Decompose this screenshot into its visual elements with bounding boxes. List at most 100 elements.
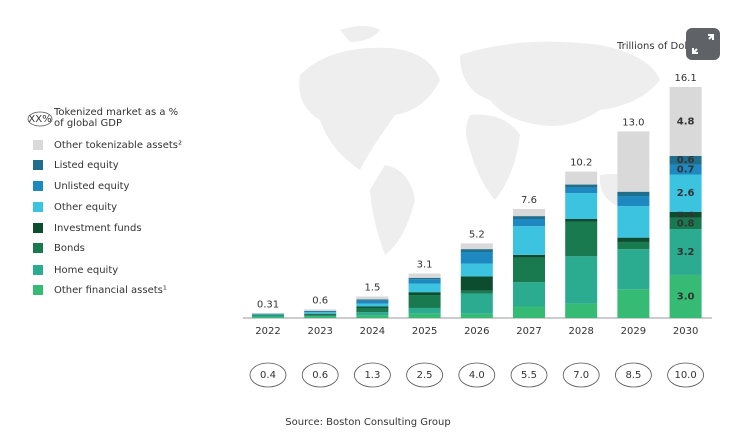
expand-button-bg[interactable] [686,28,720,60]
bar-segment [565,256,598,304]
bar-segment [513,216,545,219]
segment-label: 4.8 [677,116,695,127]
bar-segment [408,292,441,296]
gdp-legend-label: Tokenized market as a % of global GDP [54,107,179,129]
gdp-label: 4.0 [469,370,485,381]
segment-label: 0.6 [677,155,695,166]
bar-segment [356,296,389,300]
source: Source: Boston Consulting Group [285,417,450,428]
bar-segment [252,315,284,317]
bar-segment [513,226,545,255]
bar-segment [565,221,598,257]
legend-swatch [33,243,43,253]
legend-label: Other equity [54,202,117,213]
bar-segment [356,303,389,307]
expand-icon[interactable] [692,34,714,54]
gdp-oval [615,362,652,388]
total-label: 3.1 [417,260,433,271]
bar-segment [252,316,284,318]
legend-label: Listed equity [54,160,119,171]
bar-segment [356,312,389,316]
total-label: 0.31 [257,300,279,311]
bar-segment [304,310,337,312]
bar-segment [669,229,702,275]
total-label: 7.6 [521,195,537,206]
bar-segment [617,249,650,290]
legend-label: Home equity [54,265,118,276]
bar-segment [513,218,545,227]
bar-segment [565,184,598,188]
gdp-label: 8.5 [625,370,641,381]
bar-segment [304,314,337,316]
bar-segment [617,237,650,242]
bar-segment [565,193,598,219]
x-tick-label: 2030 [673,326,698,337]
legend-swatch [33,181,43,191]
bar-segment [304,311,337,313]
bar-segment [460,293,493,314]
gdp-label: 1.3 [364,370,380,381]
bar-segment [460,251,493,264]
bar-segment [513,257,545,283]
legend-swatch [33,223,43,233]
x-tick-label: 2027 [516,326,541,337]
bar-segment [617,241,650,250]
bar-segment [356,315,389,318]
legend-swatch [33,202,43,212]
legend-swatch [33,265,43,275]
legend-label: Other tokenizable assets² [54,140,182,151]
bar-segment [565,171,598,185]
gdp-oval [458,362,496,388]
bar-segment [669,217,702,230]
bar-segment [565,187,598,194]
total-label: 16.1 [674,73,696,84]
legend-label: Bonds [54,243,85,254]
gdp-label: 7.0 [573,370,589,381]
segment-label: 2.6 [677,188,695,199]
legend-label: Investment funds [54,223,142,234]
bar-segment [513,208,545,217]
gdp-badge-label: XX% [28,114,51,125]
world-map-background [299,26,660,255]
bar-segment [408,277,441,280]
bar-segment [669,155,702,165]
bar-segment [617,196,650,207]
bar-segment [617,191,650,197]
bar-segment [356,299,389,301]
bar-segment [408,279,441,284]
bar-segment [669,274,702,318]
legend-swatch [33,140,43,150]
bar-segment [669,164,702,175]
bar-segment [513,306,545,318]
bar-segment [460,276,493,291]
segment-label: 3.0 [677,291,695,302]
bar-segment [617,206,650,238]
legend-swatch [33,160,43,170]
bar-segment [408,313,441,318]
legend-label: Unlisted equity [54,181,130,192]
gdp-badge [27,111,53,127]
bar-segment [304,309,337,311]
total-label: 10.2 [570,158,592,169]
unit-label: Trillions of Dollars [616,41,705,52]
bar-segment [669,211,702,218]
total-label: 5.2 [469,229,485,240]
bar-segment [408,307,441,314]
x-tick-label: 2024 [360,326,385,337]
bar-segment [460,290,493,294]
gdp-oval [562,362,600,388]
gdp-oval [406,362,444,388]
bar-segment [304,315,337,317]
gdp-label: 0.4 [260,370,276,381]
bar-segment [408,283,441,293]
bar-segment [304,312,337,314]
segment-label: 0.4 [677,210,695,221]
x-tick-label: 2022 [255,326,280,337]
bar-segment [460,263,493,277]
bar-segment [356,307,389,313]
expand-button[interactable] [686,28,720,60]
gdp-oval [667,362,704,388]
bar-segment [304,316,337,318]
segment-label: 3.2 [677,247,695,258]
